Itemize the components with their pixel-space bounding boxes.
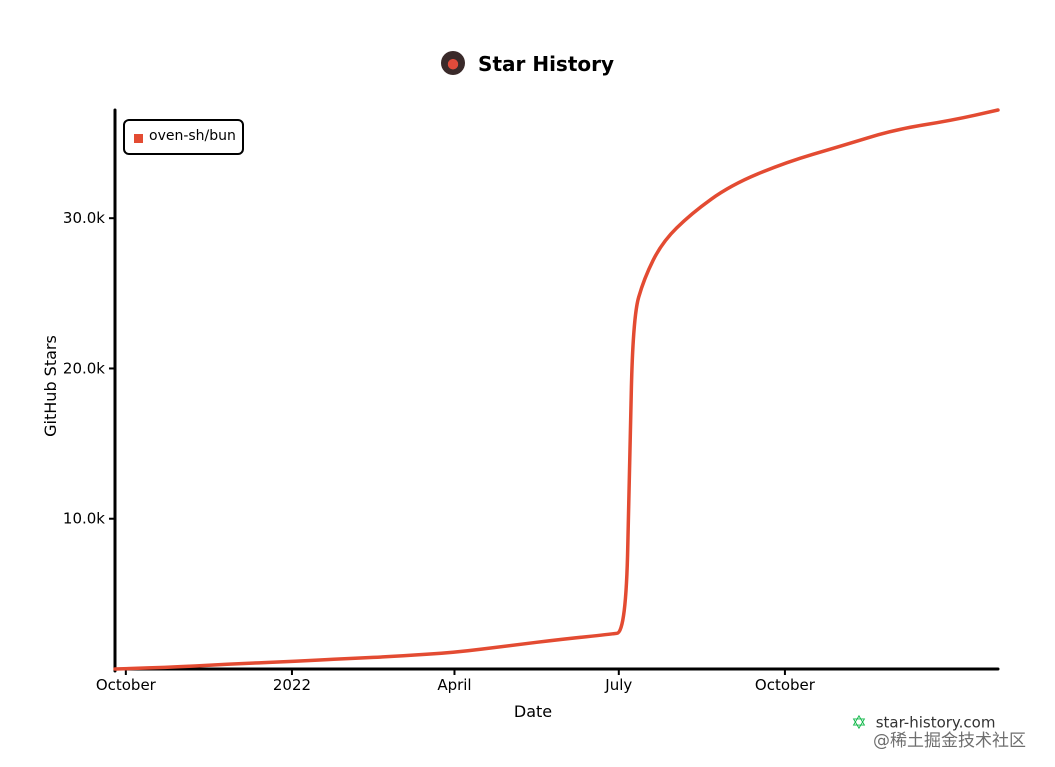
legend-label: oven-sh/bun <box>149 128 236 144</box>
x-tick-label: 2022 <box>273 676 311 694</box>
y-tick-label: 20.0k <box>63 359 105 377</box>
x-tick-label: July <box>604 676 632 694</box>
x-tick-label: October <box>755 676 816 694</box>
repo-avatar-icon <box>440 51 465 75</box>
star-history-logo-icon: ✡ <box>851 712 867 734</box>
chart-title-text: Star History <box>478 52 615 76</box>
chart-title: Star History <box>0 51 1055 76</box>
series-line-oven-sh/bun <box>113 108 1000 671</box>
x-tick-label: October <box>96 676 157 694</box>
watermark[interactable]: ✡ star-history.com <box>851 712 995 734</box>
y-axis-label: GitHub Stars <box>41 335 60 437</box>
watermark-site: star-history.com <box>875 713 996 732</box>
series-lines <box>113 108 1000 671</box>
axes <box>113 108 1000 673</box>
y-tick-label: 10.0k <box>63 510 105 528</box>
x-tick-label: April <box>437 676 471 694</box>
x-axis-label: Date <box>514 702 552 721</box>
overlay-watermark: @稀土掘金技术社区 <box>873 731 1026 751</box>
y-tick-label: 30.0k <box>63 209 105 227</box>
legend: oven-sh/bun <box>123 119 244 155</box>
ticks: 10.0k 20.0k 30.0k October 2022 April July Octob… <box>63 209 816 694</box>
legend-swatch <box>134 134 143 143</box>
